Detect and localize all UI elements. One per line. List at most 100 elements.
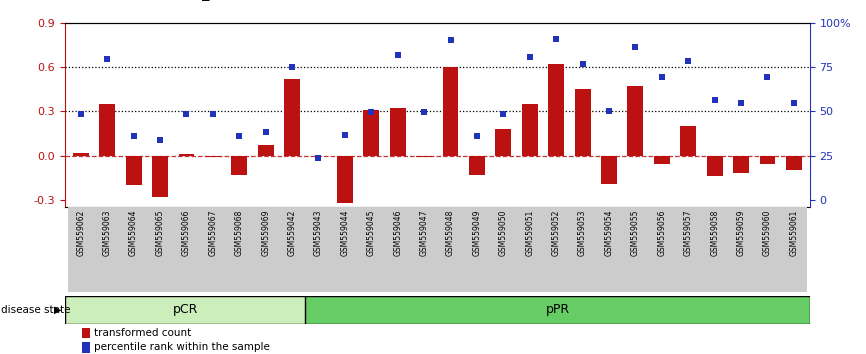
Bar xyxy=(178,154,194,155)
Bar xyxy=(100,104,115,155)
Text: GSM559048: GSM559048 xyxy=(446,210,455,256)
Bar xyxy=(649,207,675,292)
Text: GSM559060: GSM559060 xyxy=(763,210,772,256)
Text: GSM559045: GSM559045 xyxy=(367,210,376,256)
Text: percentile rank within the sample: percentile rank within the sample xyxy=(94,342,269,352)
Bar xyxy=(306,207,332,292)
Bar xyxy=(516,207,543,292)
Point xyxy=(549,36,563,42)
Bar xyxy=(628,86,643,155)
Point xyxy=(787,100,801,105)
Bar xyxy=(359,207,385,292)
Bar xyxy=(337,155,352,203)
Bar xyxy=(385,207,411,292)
Bar xyxy=(65,296,306,324)
Bar xyxy=(417,155,432,157)
Text: disease state: disease state xyxy=(1,305,70,315)
Point xyxy=(126,133,140,139)
Bar xyxy=(622,207,649,292)
Bar xyxy=(68,207,94,292)
Point xyxy=(602,109,616,114)
Text: GSM559059: GSM559059 xyxy=(737,210,746,256)
Bar xyxy=(675,207,701,292)
Bar xyxy=(126,155,141,185)
Point xyxy=(259,129,273,135)
Bar xyxy=(332,207,359,292)
Point xyxy=(179,111,193,116)
Bar xyxy=(727,207,754,292)
Point xyxy=(391,53,404,58)
Text: GSM559051: GSM559051 xyxy=(526,210,534,256)
Point xyxy=(496,112,510,117)
Text: GSM559046: GSM559046 xyxy=(393,210,402,256)
Point xyxy=(523,54,537,60)
Bar xyxy=(759,155,775,164)
Bar xyxy=(681,126,696,155)
Point xyxy=(153,137,167,143)
Bar xyxy=(543,207,569,292)
Text: GSM559052: GSM559052 xyxy=(552,210,560,256)
Text: GSM559044: GSM559044 xyxy=(340,210,349,256)
Bar xyxy=(390,108,405,155)
Text: transformed count: transformed count xyxy=(94,328,191,338)
Bar xyxy=(569,207,596,292)
Text: GSM559067: GSM559067 xyxy=(209,210,217,256)
Text: GSM559058: GSM559058 xyxy=(710,210,719,256)
Text: ▶: ▶ xyxy=(55,305,61,315)
Bar xyxy=(548,64,564,155)
Bar xyxy=(490,207,516,292)
Bar xyxy=(654,155,669,164)
Text: GSM559068: GSM559068 xyxy=(235,210,243,256)
Bar xyxy=(463,207,490,292)
Bar xyxy=(200,207,226,292)
Point xyxy=(655,75,669,80)
Bar xyxy=(707,155,722,176)
Bar xyxy=(734,155,749,173)
Bar xyxy=(522,104,538,155)
Bar xyxy=(82,328,90,338)
Bar xyxy=(147,207,173,292)
Text: GSM559047: GSM559047 xyxy=(420,210,429,256)
Bar xyxy=(306,296,810,324)
Point xyxy=(443,37,457,43)
Point xyxy=(682,58,695,64)
Point xyxy=(312,156,326,161)
Point xyxy=(365,109,378,115)
Text: GSM559063: GSM559063 xyxy=(103,210,112,256)
Point xyxy=(417,109,431,115)
Bar xyxy=(364,110,379,155)
Bar xyxy=(73,153,88,155)
Bar xyxy=(253,207,279,292)
Text: GSM559064: GSM559064 xyxy=(129,210,138,256)
Bar xyxy=(231,155,247,175)
Bar xyxy=(469,155,485,175)
Bar xyxy=(94,207,120,292)
Text: GSM559055: GSM559055 xyxy=(631,210,640,256)
Bar xyxy=(437,207,463,292)
Bar xyxy=(495,129,511,155)
Bar xyxy=(284,79,300,155)
Point xyxy=(100,56,114,62)
Text: GSM559061: GSM559061 xyxy=(790,210,798,256)
Text: GSM559050: GSM559050 xyxy=(499,210,507,256)
Point xyxy=(206,111,220,116)
Text: GSM559043: GSM559043 xyxy=(314,210,323,256)
Bar xyxy=(411,207,437,292)
Point xyxy=(760,75,774,80)
Bar xyxy=(120,207,147,292)
Point xyxy=(232,133,246,139)
Bar xyxy=(786,155,802,170)
Bar xyxy=(279,207,306,292)
Text: GSM559049: GSM559049 xyxy=(473,210,481,256)
Point xyxy=(338,132,352,138)
Bar xyxy=(82,342,90,353)
Bar xyxy=(601,155,617,183)
Bar xyxy=(152,155,168,197)
Bar xyxy=(443,67,458,155)
Point xyxy=(576,61,590,66)
Point xyxy=(74,111,87,116)
Bar xyxy=(205,155,221,157)
Bar xyxy=(754,207,780,292)
Bar xyxy=(701,207,727,292)
Text: GSM559054: GSM559054 xyxy=(604,210,613,256)
